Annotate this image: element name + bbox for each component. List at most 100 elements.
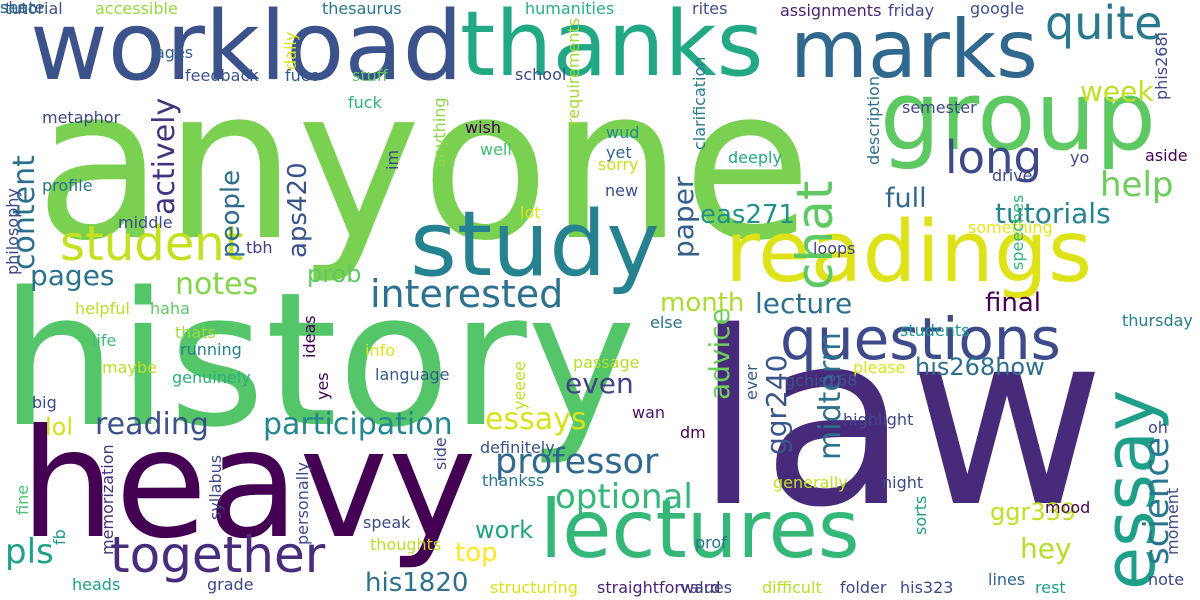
- cloud-word: yo: [1070, 148, 1090, 167]
- cloud-word: grade: [207, 575, 254, 594]
- cloud-word: study: [410, 192, 660, 297]
- cloud-word: friday: [888, 1, 935, 20]
- cloud-word: full: [885, 183, 927, 214]
- cloud-word: ages: [155, 43, 194, 62]
- cloud-word: oh: [1148, 418, 1168, 437]
- cloud-word: lot: [520, 203, 541, 222]
- cloud-word: yeeee: [510, 361, 529, 410]
- cloud-word: lecture: [755, 287, 853, 320]
- cloud-word: history: [0, 252, 637, 468]
- cloud-word: prob: [307, 260, 362, 288]
- cloud-word: definitely: [480, 438, 555, 457]
- cloud-word: school: [515, 65, 567, 84]
- cloud-word: values: [680, 578, 733, 597]
- cloud-word: big: [32, 393, 57, 412]
- cloud-word: yes: [313, 372, 332, 400]
- cloud-word: workload: [30, 0, 463, 102]
- cloud-word: maybe: [102, 358, 157, 377]
- cloud-word: moment: [1163, 487, 1182, 555]
- cloud-word: student: [60, 216, 244, 272]
- cloud-word: clarification: [690, 56, 709, 150]
- cloud-word: difficult: [762, 578, 822, 597]
- cloud-word: help: [1100, 165, 1174, 205]
- cloud-word: anything: [430, 97, 449, 168]
- cloud-word: folder: [840, 578, 887, 597]
- cloud-word: ever: [742, 364, 761, 400]
- cloud-word: fuck: [348, 93, 382, 112]
- cloud-word: language: [375, 365, 450, 384]
- cloud-word: long: [945, 131, 1043, 184]
- cloud-word: people: [216, 169, 246, 258]
- cloud-word: deeply: [728, 148, 782, 167]
- cloud-word: side: [431, 437, 450, 470]
- cloud-word: thats: [175, 323, 216, 342]
- cloud-word: else: [650, 313, 683, 332]
- cloud-word: info: [365, 341, 396, 360]
- cloud-word: tbh: [246, 238, 273, 257]
- cloud-word: genuinely: [172, 368, 251, 387]
- cloud-word: interested: [370, 272, 564, 316]
- cloud-word: heads: [72, 575, 121, 594]
- cloud-word: metaphor: [42, 108, 121, 127]
- cloud-word: memorization: [98, 444, 117, 555]
- cloud-word: running: [180, 340, 242, 359]
- cloud-word: new: [605, 181, 639, 200]
- cloud-word: thesaurus: [322, 0, 402, 18]
- cloud-word: please: [853, 358, 906, 377]
- cloud-word: month: [660, 288, 745, 318]
- cloud-word: heavy: [20, 398, 477, 572]
- cloud-word: students: [900, 321, 970, 340]
- cloud-word: rest: [1035, 578, 1066, 597]
- cloud-word: mood: [1045, 498, 1091, 517]
- cloud-word: night: [882, 473, 924, 492]
- cloud-word: haha: [150, 299, 190, 318]
- cloud-word: tutorials: [995, 197, 1111, 230]
- cloud-word: even: [565, 367, 634, 400]
- cloud-word: feedback: [185, 66, 259, 85]
- cloud-word: law: [695, 280, 1106, 560]
- cloud-word: readings: [725, 203, 1093, 302]
- cloud-word: essays: [485, 402, 587, 437]
- cloud-word: marks: [790, 3, 1038, 96]
- cloud-word: tutorial: [5, 0, 63, 18]
- cloud-word: aps420: [283, 162, 313, 258]
- cloud-word: yet: [606, 143, 632, 162]
- cloud-word: lectures: [540, 483, 860, 576]
- cloud-word: drive: [992, 166, 1033, 185]
- cloud-word: eas271: [700, 200, 796, 230]
- cloud-word: loops: [813, 239, 856, 258]
- cloud-word: share: [0, 0, 45, 17]
- cloud-word: prof: [695, 533, 727, 552]
- cloud-word: profile: [42, 176, 93, 195]
- cloud-word: actively: [147, 97, 182, 215]
- cloud-word: optional: [555, 477, 693, 517]
- cloud-word: generally: [773, 473, 848, 492]
- cloud-word: humanities: [525, 0, 615, 18]
- cloud-word: ggr339: [990, 498, 1077, 526]
- cloud-word: highlight: [843, 410, 914, 429]
- cloud-word: rites: [692, 0, 728, 18]
- cloud-word: his1820: [365, 568, 469, 598]
- cloud-word: aside: [1145, 146, 1188, 165]
- cloud-word: wud: [606, 123, 640, 142]
- cloud-word: wan: [632, 403, 666, 422]
- cloud-word: sent: [0, 0, 35, 17]
- cloud-word: note: [1148, 570, 1185, 589]
- cloud-word: google: [970, 0, 1025, 18]
- cloud-word: thanks: [460, 0, 764, 97]
- cloud-word: sorts: [911, 495, 930, 535]
- cloud-word: lines: [988, 570, 1026, 589]
- cloud-word: phis268i: [1152, 31, 1171, 100]
- cloud-word: chat: [786, 180, 844, 290]
- cloud-word: questions: [780, 305, 1061, 373]
- cloud-word: quite: [1045, 0, 1163, 50]
- cloud-word: thursday: [1122, 311, 1193, 330]
- cloud-word: top: [455, 538, 498, 568]
- cloud-word: speak: [363, 513, 411, 532]
- cloud-word: well: [480, 140, 512, 159]
- cloud-word: thankss: [482, 471, 545, 490]
- cloud-word: thoughts: [370, 535, 442, 554]
- cloud-word: helpful: [75, 299, 130, 318]
- cloud-word: professor: [495, 442, 659, 482]
- cloud-word: dm: [680, 423, 706, 442]
